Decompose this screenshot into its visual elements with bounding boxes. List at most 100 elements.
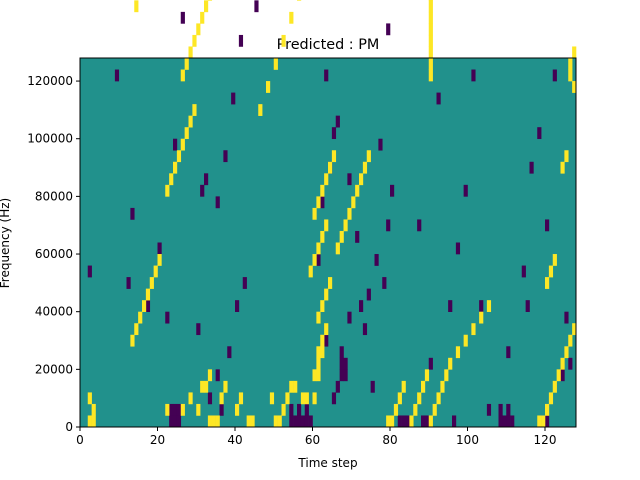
- heatmap-cell-high: [355, 184, 360, 197]
- heatmap-cell-high: [266, 81, 271, 93]
- heatmap-cell-high: [428, 23, 433, 36]
- heatmap-cell-low: [347, 173, 352, 186]
- heatmap-cell-high: [568, 58, 573, 70]
- heatmap-cell-high: [180, 69, 185, 82]
- y-tick-label: 120000: [27, 74, 73, 88]
- heatmap-cell-high: [545, 403, 550, 416]
- heatmap-cell-high: [413, 403, 418, 416]
- x-axis: 0 20 40 60 80 100 120: [76, 427, 556, 447]
- heatmap-cell-high: [440, 380, 445, 393]
- heatmap-cell-high: [200, 11, 205, 24]
- heatmap-cell-high: [331, 150, 337, 163]
- heatmap-cell-high: [486, 300, 492, 312]
- heatmap-cell-high: [552, 380, 557, 393]
- heatmap-cell-low: [502, 415, 507, 428]
- heatmap-cell-high: [548, 265, 554, 278]
- heatmap-cell-high: [235, 403, 240, 416]
- heatmap-cell-low: [378, 138, 383, 151]
- heatmap-cell-low: [196, 323, 201, 336]
- heatmap-cell-low: [165, 311, 170, 324]
- heatmap-cell-low: [339, 369, 344, 382]
- heatmap-cell-high: [316, 346, 321, 359]
- heatmap-cell-high: [207, 415, 213, 428]
- heatmap-cell-low: [176, 403, 182, 416]
- heatmap-cell-high: [362, 161, 368, 174]
- heatmap-cell-high: [142, 300, 147, 312]
- heatmap-cell-low: [169, 403, 174, 416]
- heatmap-cell-high: [238, 392, 244, 405]
- heatmap-cell-high: [568, 69, 573, 82]
- heatmap-cell-low: [343, 357, 348, 370]
- x-tick-label: 0: [76, 433, 84, 447]
- heatmap-cell-low: [424, 415, 430, 428]
- heatmap-cell-high: [455, 346, 461, 359]
- heatmap-cell-high: [250, 415, 255, 428]
- heatmap-cell-high: [91, 403, 96, 416]
- heatmap-cell-low: [498, 403, 503, 416]
- heatmap-cell-low: [448, 300, 453, 312]
- heatmap-cell-low: [498, 415, 503, 428]
- heatmap-cell-low: [382, 277, 387, 289]
- heatmap-cell-low: [506, 415, 511, 428]
- plot-area: [79, 0, 577, 428]
- heatmap-cell-high: [281, 403, 286, 416]
- heatmap-cell-high: [316, 311, 321, 324]
- heatmap-cell-low: [289, 403, 294, 416]
- heatmap-cell-low: [525, 300, 530, 312]
- heatmap-cell-high: [343, 219, 348, 232]
- heatmap-cell-high: [285, 392, 290, 405]
- heatmap-cell-high: [138, 311, 143, 324]
- y-axis: 0 20000 40000 60000 80000 100000 120000: [27, 74, 80, 434]
- heatmap-cell-high: [390, 415, 395, 428]
- heatmap-cell-high: [165, 403, 170, 416]
- heatmap-cell-high: [428, 34, 433, 47]
- heatmap-cell-low: [370, 380, 375, 393]
- heatmap-cell-high: [572, 81, 577, 93]
- y-tick-label: 80000: [35, 189, 73, 203]
- heatmap-cell-high: [428, 58, 433, 70]
- heatmap-cell-high: [277, 415, 282, 428]
- heatmap-cell-high: [572, 46, 577, 59]
- heatmap-cell-high: [211, 415, 216, 428]
- heatmap-cell-high: [204, 0, 209, 13]
- heatmap-cell-high: [471, 323, 476, 336]
- heatmap-cell-high: [541, 415, 546, 428]
- heatmap-cell-high: [281, 34, 286, 47]
- heatmap-cell-high: [479, 311, 484, 324]
- heatmap-cell-high: [207, 0, 213, 1]
- heatmap-cell-low: [506, 403, 511, 416]
- heatmap-cell-high: [324, 173, 329, 186]
- heatmap-cell-high: [316, 369, 321, 382]
- heatmap-cell-low: [293, 415, 298, 428]
- heatmap-cell-low: [401, 415, 406, 428]
- x-tick-label: 60: [305, 433, 320, 447]
- heatmap-cell-high: [258, 104, 263, 116]
- heatmap-cell-low: [479, 300, 484, 312]
- heatmap-cell-low: [238, 34, 244, 47]
- heatmap-cell-low: [386, 23, 391, 36]
- heatmap-cell-high: [289, 380, 294, 393]
- heatmap-cell-high: [180, 403, 185, 416]
- heatmap-cell-high: [192, 34, 197, 47]
- heatmap-cell-low: [405, 415, 410, 428]
- x-tick-label: 120: [534, 433, 557, 447]
- y-tick-label: 0: [65, 420, 73, 434]
- heatmap-cell-high: [421, 380, 426, 393]
- heatmap-cell-low: [564, 311, 569, 324]
- heatmap-cell-high: [273, 58, 278, 70]
- heatmap-cell-low: [417, 219, 422, 232]
- heatmap-cell-low: [297, 403, 302, 416]
- heatmap-cell-high: [204, 380, 209, 393]
- heatmap-cell-low: [506, 346, 511, 359]
- heatmap-cell-low: [300, 415, 306, 428]
- heatmap-cell-low: [366, 288, 371, 301]
- heatmap-cell-high: [409, 415, 414, 428]
- heatmap-cell-high: [87, 415, 92, 428]
- heatmap-cell-low: [126, 277, 131, 289]
- heatmap-cell-low: [521, 265, 526, 278]
- heatmap-cell-high: [215, 415, 220, 428]
- heatmap-cell-low: [343, 369, 348, 382]
- heatmap-cell-low: [87, 265, 92, 278]
- heatmap-cell-high: [91, 415, 96, 428]
